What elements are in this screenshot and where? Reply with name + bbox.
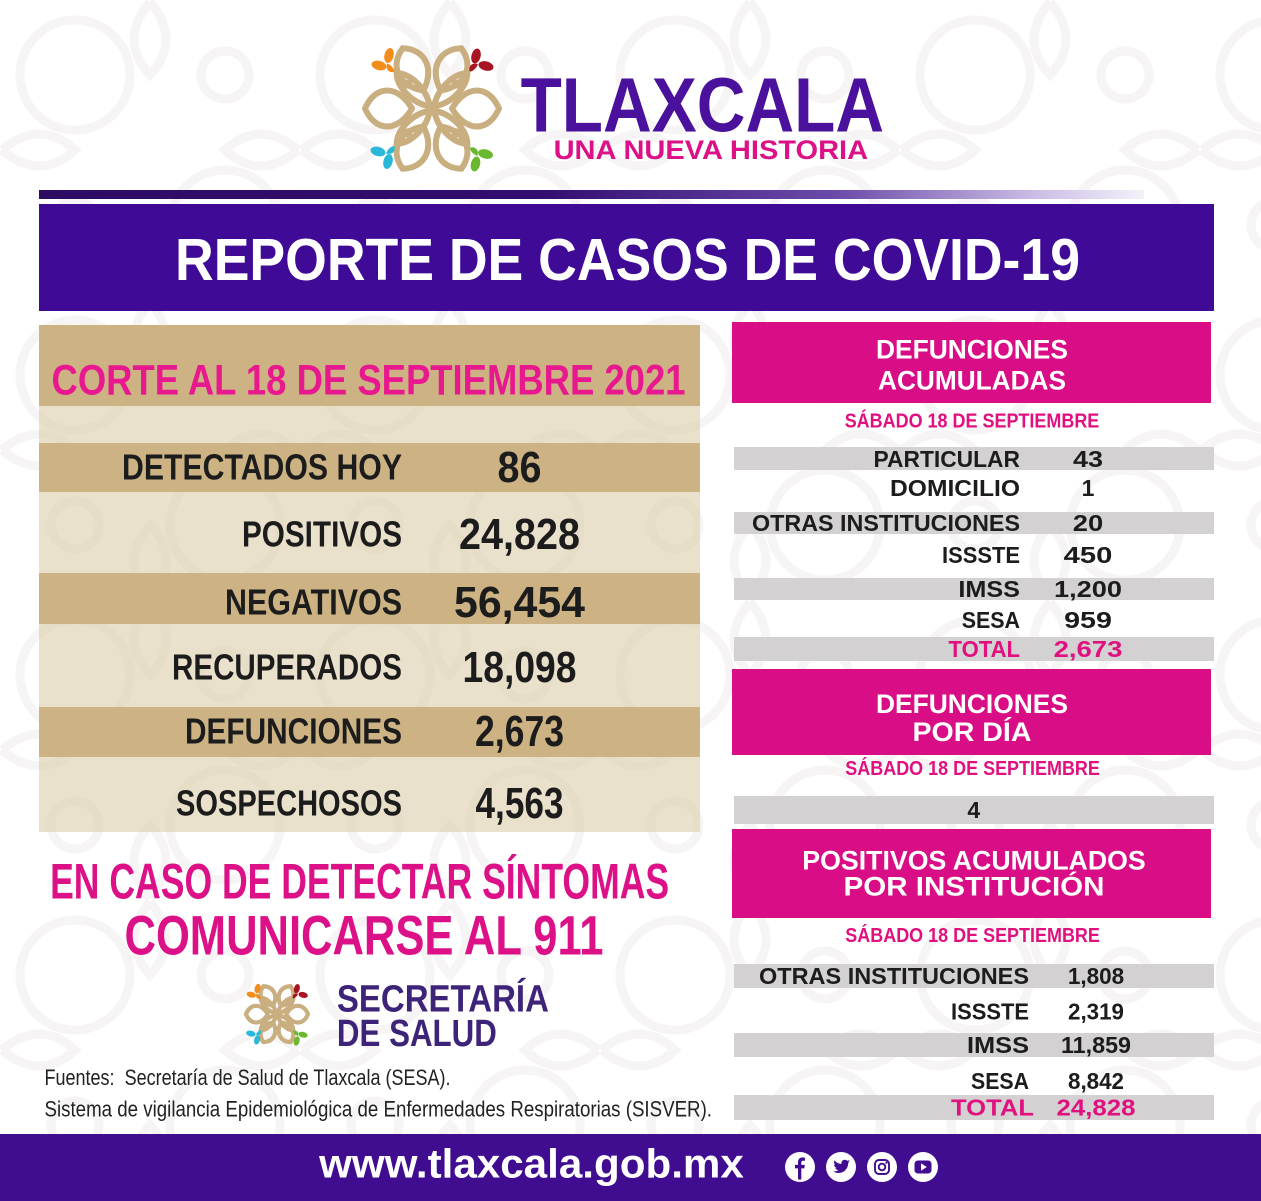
svg-text:DOMICILIO: DOMICILIO <box>890 475 1020 501</box>
svg-text:IMSS: IMSS <box>958 576 1020 602</box>
svg-text:OTRAS INSTITUCIONES: OTRAS INSTITUCIONES <box>759 963 1029 989</box>
svg-text:POR INSTITUCIÓN: POR INSTITUCIÓN <box>844 872 1105 902</box>
svg-text:TLAXCALA: TLAXCALA <box>521 62 885 148</box>
svg-text:COMUNICARSE AL 911: COMUNICARSE AL 911 <box>125 904 604 967</box>
svg-text:CORTE AL 18 DE SEPTIEMBRE 2021: CORTE AL 18 DE SEPTIEMBRE 2021 <box>52 357 686 405</box>
svg-text:11,859: 11,859 <box>1061 1032 1131 1058</box>
svg-text:86: 86 <box>498 443 542 492</box>
svg-text:DEFUNCIONES: DEFUNCIONES <box>876 335 1068 365</box>
svg-text:20: 20 <box>1073 510 1103 536</box>
svg-text:IMSS: IMSS <box>967 1032 1029 1058</box>
svg-text:OTRAS INSTITUCIONES: OTRAS INSTITUCIONES <box>752 510 1020 536</box>
svg-text:DEFUNCIONES: DEFUNCIONES <box>876 689 1068 719</box>
svg-text:UNA NUEVA HISTORIA: UNA NUEVA HISTORIA <box>554 135 869 165</box>
svg-text:RECUPERADOS: RECUPERADOS <box>172 647 402 688</box>
svg-text:43: 43 <box>1073 446 1103 472</box>
svg-text:959: 959 <box>1064 607 1112 633</box>
svg-text:NEGATIVOS: NEGATIVOS <box>225 582 402 623</box>
svg-text:1: 1 <box>1082 475 1095 501</box>
svg-text:SESA: SESA <box>962 607 1020 633</box>
svg-text:DETECTADOS HOY: DETECTADOS HOY <box>122 447 402 488</box>
svg-text:2,673: 2,673 <box>475 707 564 756</box>
svg-text:REPORTE DE CASOS DE COVID-19: REPORTE DE CASOS DE COVID-19 <box>175 227 1080 293</box>
svg-text:2,319: 2,319 <box>1068 999 1124 1025</box>
svg-text:4,563: 4,563 <box>476 779 564 828</box>
svg-text:SÁBADO 18 DE SEPTIEMBRE: SÁBADO 18 DE SEPTIEMBRE <box>845 757 1100 780</box>
svg-text:8,842: 8,842 <box>1068 1068 1124 1094</box>
svg-text:TOTAL: TOTAL <box>949 636 1021 662</box>
svg-text:1,808: 1,808 <box>1068 963 1124 989</box>
svg-text:PARTICULAR: PARTICULAR <box>874 446 1021 472</box>
svg-text:SÁBADO 18 DE SEPTIEMBRE: SÁBADO 18 DE SEPTIEMBRE <box>845 924 1100 947</box>
svg-text:www.tlaxcala.gob.mx: www.tlaxcala.gob.mx <box>318 1140 744 1186</box>
svg-text:2,673: 2,673 <box>1054 636 1123 662</box>
svg-text:SÁBADO 18 DE SEPTIEMBRE: SÁBADO 18 DE SEPTIEMBRE <box>845 410 1100 433</box>
svg-text:1,200: 1,200 <box>1054 576 1122 602</box>
svg-text:TOTAL: TOTAL <box>951 1095 1034 1121</box>
svg-text:Sistema de vigilancia Epidemio: Sistema de vigilancia Epidemiológica de … <box>45 1097 713 1122</box>
svg-text:ISSSTE: ISSSTE <box>942 542 1020 568</box>
svg-text:SESA: SESA <box>971 1068 1029 1094</box>
svg-text:ISSSTE: ISSSTE <box>951 999 1029 1025</box>
svg-text:DEFUNCIONES: DEFUNCIONES <box>185 711 402 752</box>
svg-text:POR DÍA: POR DÍA <box>913 717 1032 747</box>
svg-text:POSITIVOS: POSITIVOS <box>242 514 402 555</box>
svg-text:24,828: 24,828 <box>459 510 580 559</box>
svg-text:POSITIVOS ACUMULADOS: POSITIVOS ACUMULADOS <box>802 846 1146 876</box>
svg-text:18,098: 18,098 <box>463 643 577 692</box>
svg-text:ACUMULADAS: ACUMULADAS <box>878 366 1066 396</box>
svg-text:450: 450 <box>1064 542 1113 568</box>
svg-text:SECRETARÍA: SECRETARÍA <box>337 977 549 1021</box>
svg-text:Fuentes: Secretaría de Salud: Fuentes: Secretaría de Salud de Tlaxcala… <box>45 1065 451 1090</box>
svg-text:EN CASO DE DETECTAR SÍNTOMAS: EN CASO DE DETECTAR SÍNTOMAS <box>50 854 669 910</box>
svg-text:SOSPECHOSOS: SOSPECHOSOS <box>176 783 402 824</box>
svg-text:4: 4 <box>967 797 980 823</box>
svg-text:DE SALUD: DE SALUD <box>337 1013 497 1055</box>
svg-text:24,828: 24,828 <box>1057 1095 1136 1121</box>
svg-text:56,454: 56,454 <box>454 578 586 627</box>
